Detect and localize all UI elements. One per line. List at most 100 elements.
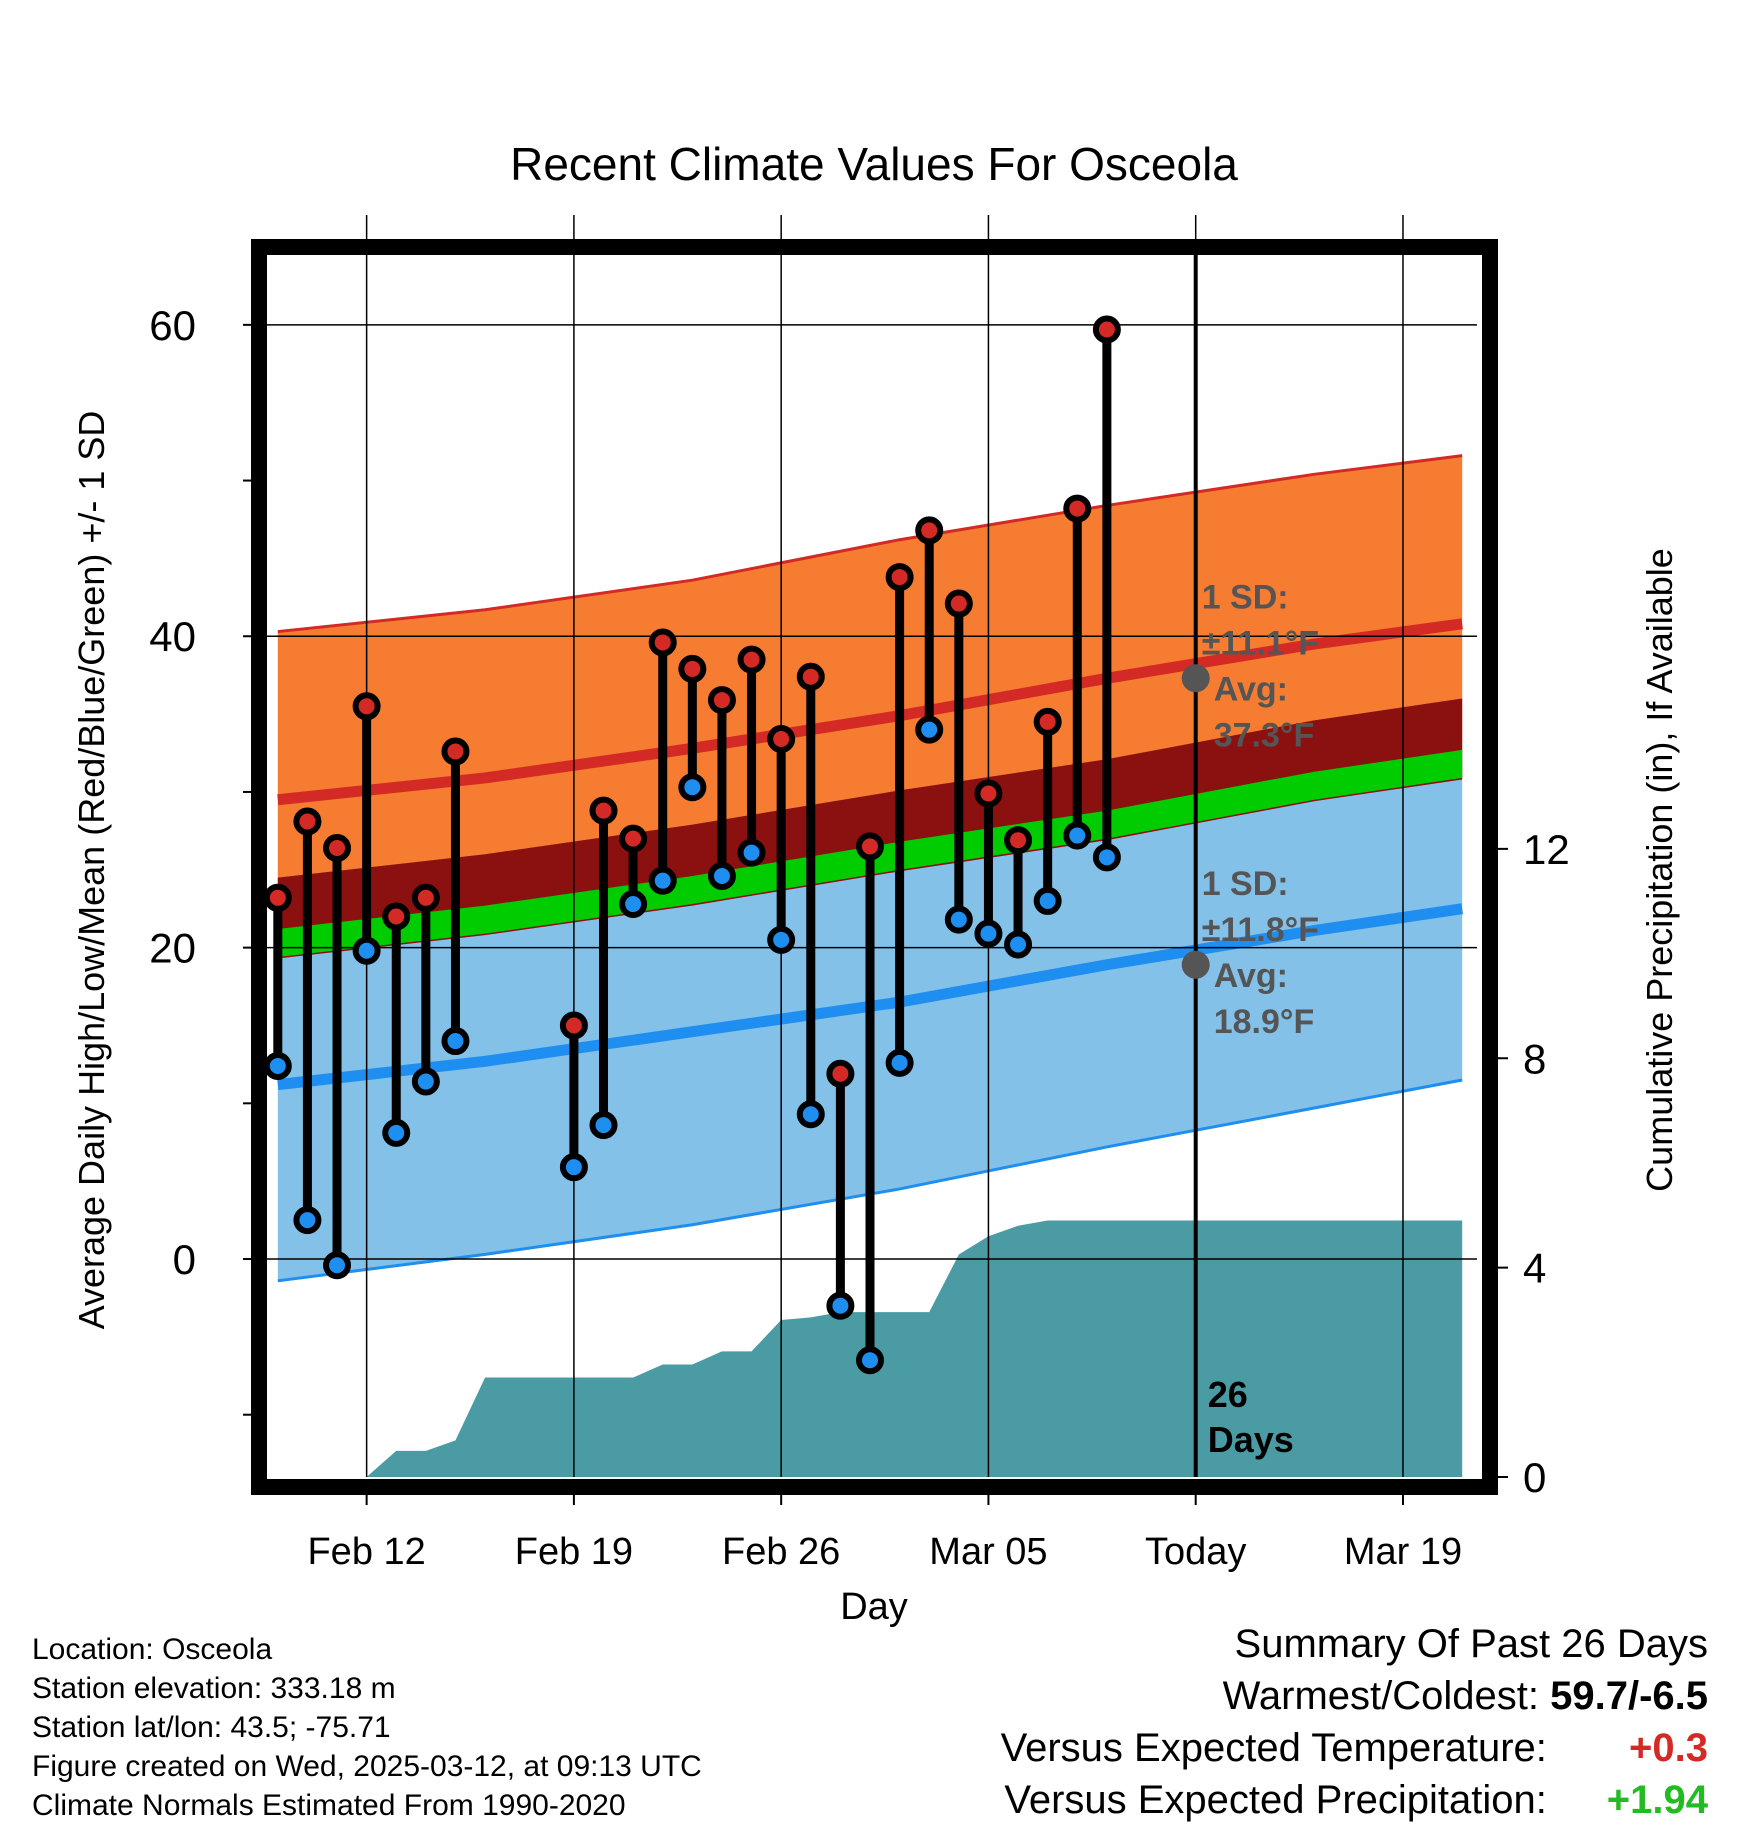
obs-low-marker [352,936,381,965]
obs-low-marker [382,1118,411,1147]
obs-low-marker [856,1346,884,1375]
summary-temp-value: +0.3 [1629,1726,1708,1770]
obs-high-marker [352,692,381,721]
summary-temp-label: Versus Expected Temperature: [1000,1726,1547,1770]
obs-low-marker [767,925,796,954]
obs-high-marker [707,686,736,715]
obs-low-marker [441,1027,470,1056]
obs-high-marker [885,563,914,592]
low-lower-line [277,1078,1463,1283]
x-tick-label-4: Today [1145,1531,1246,1573]
y-tick-label-1: 20 [149,925,196,972]
obs-high-marker [678,654,707,683]
y-tick-label-0: 0 [173,1236,196,1283]
low-avg-value: 18.9°F [1214,1003,1315,1041]
obs-low-marker [1063,821,1092,850]
obs-low-marker [737,838,766,867]
obs-low-marker [1033,886,1062,915]
today-days-label: Days [1208,1419,1294,1460]
today-high-avg-marker [1181,664,1210,693]
y2-tick-label-3: 12 [1523,826,1570,873]
obs-high-marker [441,737,470,766]
high-avg-label: Avg: [1214,670,1288,708]
x-tick-label-1: Feb 19 [515,1531,633,1573]
summary-precip-label: Versus Expected Precipitation: [1004,1778,1547,1822]
footer-latlon: Station lat/lon: 43.5; -75.71 [32,1711,391,1744]
obs-high-marker [293,807,322,836]
y-tick-label-2: 40 [149,613,196,660]
y2-axis-label: Cumulative Precipitation (in), If Availa… [1639,548,1680,1192]
summary-precip-row: Versus Expected Precipitation: +1.94 [1004,1778,1708,1823]
x-axis-label: Day [840,1586,908,1628]
obs-low-marker [974,919,1003,948]
obs-high-marker [1092,315,1121,344]
summary-heading: Summary Of Past 26 Days [1234,1622,1708,1666]
today-low-avg-marker [1181,950,1210,979]
plot-frame [251,239,1498,1495]
x-tick-label-0: Feb 12 [307,1531,425,1573]
obs-low-marker [263,1051,292,1080]
obs-high-marker [619,824,648,853]
obs-high-marker [1004,826,1033,855]
obs-low-marker [619,890,648,919]
obs-high-marker [648,628,677,657]
x-tick-label-2: Feb 26 [722,1531,840,1573]
obs-low-marker [915,715,944,744]
obs-low-marker [707,862,736,891]
high-upper-line [277,454,1463,634]
summary-warmest-label: Warmest/Coldest: [1222,1674,1539,1718]
y2-tick-label-0: 0 [1523,1454,1546,1501]
obs-high-marker [1063,494,1092,523]
low-sd-value: ±11.8°F [1202,911,1319,949]
footer-elevation: Station elevation: 333.18 m [32,1672,396,1705]
obs-high-marker [1033,707,1062,736]
obs-low-marker [411,1067,440,1096]
obs-high-marker [796,662,825,691]
obs-low-marker [589,1111,618,1140]
y-axis-label: Average Daily High/Low/Mean (Red/Blue/Gr… [71,411,112,1330]
obs-high-marker [323,833,352,862]
obs-high-marker [856,832,884,861]
summary-precip-value: +1.94 [1606,1778,1708,1822]
obs-low-marker [826,1291,855,1320]
obs-low-marker [323,1251,352,1280]
chart-title: Recent Climate Values For Osceola [510,138,1238,190]
obs-high-marker [589,796,618,825]
obs-high-marker [737,645,766,674]
low-sd-label: 1 SD: [1202,865,1289,903]
obs-low-marker [559,1153,588,1182]
obs-low-marker [944,905,973,934]
obs-high-marker [263,883,292,912]
obs-high-marker [944,589,973,618]
obs-low-marker [1004,930,1033,959]
high-avg-value: 37.3°F [1214,716,1315,754]
obs-low-marker [885,1048,914,1077]
obs-high-marker [915,516,944,545]
x-tick-label-3: Mar 05 [929,1531,1047,1573]
x-tick-label-5: Mar 19 [1344,1531,1462,1573]
summary-warmest-row: Warmest/Coldest: 59.7/-6.5 [1223,1674,1708,1719]
obs-low-marker [796,1100,825,1129]
obs-high-marker [826,1059,855,1088]
footer-location: Location: Osceola [32,1633,273,1666]
today-days-number: 26 [1208,1374,1248,1415]
y2-tick-label-1: 4 [1523,1245,1546,1292]
y-tick-label-3: 60 [149,302,196,349]
y2-tick-label-2: 8 [1523,1035,1546,1082]
obs-low-marker [293,1206,322,1235]
obs-high-marker [411,883,440,912]
obs-high-marker [559,1011,588,1040]
summary-temp-row: Versus Expected Temperature: +0.3 [1001,1726,1708,1771]
obs-low-marker [1092,843,1121,872]
summary-warmest-value: 59.7/-6.5 [1550,1674,1708,1718]
obs-low-marker [648,866,677,895]
footer-normals: Climate Normals Estimated From 1990-2020 [32,1789,626,1822]
low-avg-label: Avg: [1214,957,1288,995]
high-sd-value: ±11.1°F [1202,624,1319,662]
high-sd-label: 1 SD: [1202,578,1289,616]
obs-high-marker [382,902,411,931]
obs-low-marker [678,773,707,802]
obs-high-marker [974,779,1003,808]
footer-created: Figure created on Wed, 2025-03-12, at 09… [32,1750,702,1783]
